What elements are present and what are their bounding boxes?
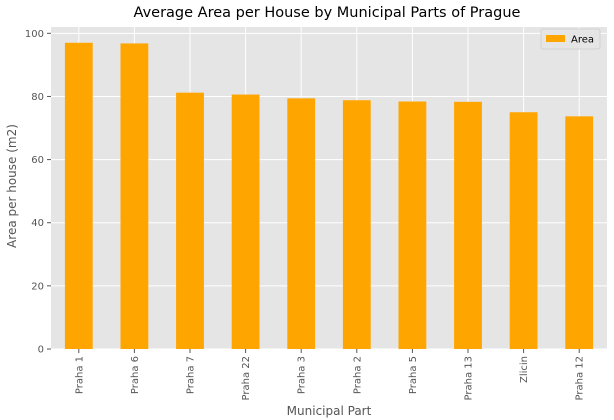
bar (176, 92, 204, 349)
plot-area: 0 20 40 60 80 100 Praha 1 Praha 6 Praha 7 Praha 2… (25, 27, 607, 400)
chart-title: Average Area per House by Municipal Part… (134, 5, 521, 21)
y-tick-label: 100 (25, 29, 44, 40)
bar (565, 116, 594, 349)
x-tick-label: Praha 22 (241, 356, 252, 400)
x-tick-label: Zlicin (519, 356, 530, 383)
bar (120, 43, 149, 350)
x-tick-label: Praha 12 (575, 356, 586, 400)
legend-label: Area (571, 35, 594, 46)
x-tick-label: Praha 7 (186, 356, 197, 394)
bar (454, 101, 482, 349)
bar (231, 94, 260, 350)
y-tick-label: 20 (31, 281, 44, 292)
x-tick-label: Praha 2 (352, 356, 363, 394)
x-tick-label: Praha 5 (408, 356, 419, 394)
x-tick-label: Praha 1 (74, 356, 85, 394)
x-tick-label: Praha 3 (297, 356, 308, 394)
bar (287, 98, 316, 350)
bar (398, 101, 427, 350)
x-tick-label: Praha 6 (130, 356, 141, 394)
y-tick-label: 60 (31, 155, 44, 166)
bar (64, 42, 93, 350)
y-axis-label: Area per house (m2) (5, 124, 19, 248)
bar (342, 100, 371, 349)
legend-box (540, 28, 601, 50)
y-tick-label: 0 (38, 345, 44, 356)
legend-swatch (546, 35, 565, 42)
bar (509, 112, 538, 349)
x-axis-label: Municipal Part (287, 404, 372, 418)
y-tick-label: 80 (31, 92, 44, 103)
y-tick-label: 40 (31, 218, 44, 229)
x-tick-label: Praha 13 (464, 356, 475, 400)
